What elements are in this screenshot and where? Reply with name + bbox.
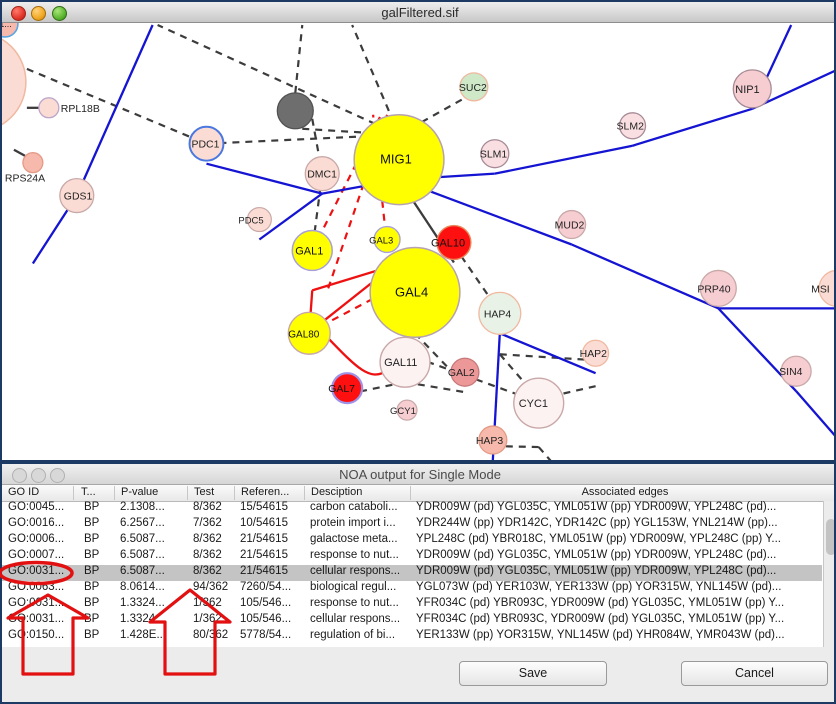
- svg-text:SLM1: SLM1: [480, 150, 508, 161]
- svg-text:GCY1: GCY1: [390, 406, 416, 417]
- svg-text:GAL1: GAL1: [295, 245, 323, 257]
- svg-text:CYC1: CYC1: [519, 398, 548, 410]
- svg-text:SUC2: SUC2: [459, 83, 487, 94]
- svg-text:GAL2: GAL2: [448, 368, 475, 379]
- svg-text:MSI: MSI: [811, 284, 830, 295]
- svg-text:GAL7: GAL7: [328, 384, 355, 395]
- svg-text:DMC1: DMC1: [307, 170, 337, 181]
- svg-text:GAL4: GAL4: [395, 284, 428, 299]
- svg-text:HAP3: HAP3: [476, 436, 504, 447]
- svg-text:GAL10: GAL10: [431, 237, 465, 249]
- svg-text:11...: 11...: [2, 23, 12, 29]
- svg-text:SIN4: SIN4: [779, 367, 802, 378]
- svg-text:GDS1: GDS1: [64, 192, 93, 203]
- svg-text:MIG1: MIG1: [380, 152, 412, 167]
- svg-text:GAL3: GAL3: [369, 235, 393, 246]
- svg-text:RPS24A: RPS24A: [5, 174, 45, 185]
- svg-text:PDC1: PDC1: [192, 140, 220, 151]
- svg-text:MUD2: MUD2: [555, 221, 585, 232]
- svg-text:NIP1: NIP1: [735, 84, 759, 96]
- svg-text:HAP4: HAP4: [484, 309, 512, 320]
- svg-text:SLM2: SLM2: [617, 122, 645, 133]
- svg-text:GAL11: GAL11: [384, 357, 417, 369]
- svg-text:PRP40: PRP40: [697, 284, 730, 295]
- svg-text:GAL80: GAL80: [288, 329, 319, 340]
- svg-text:HAP2: HAP2: [580, 349, 608, 360]
- svg-text:RPL18B: RPL18B: [61, 104, 100, 115]
- svg-text:PDC5: PDC5: [238, 216, 263, 227]
